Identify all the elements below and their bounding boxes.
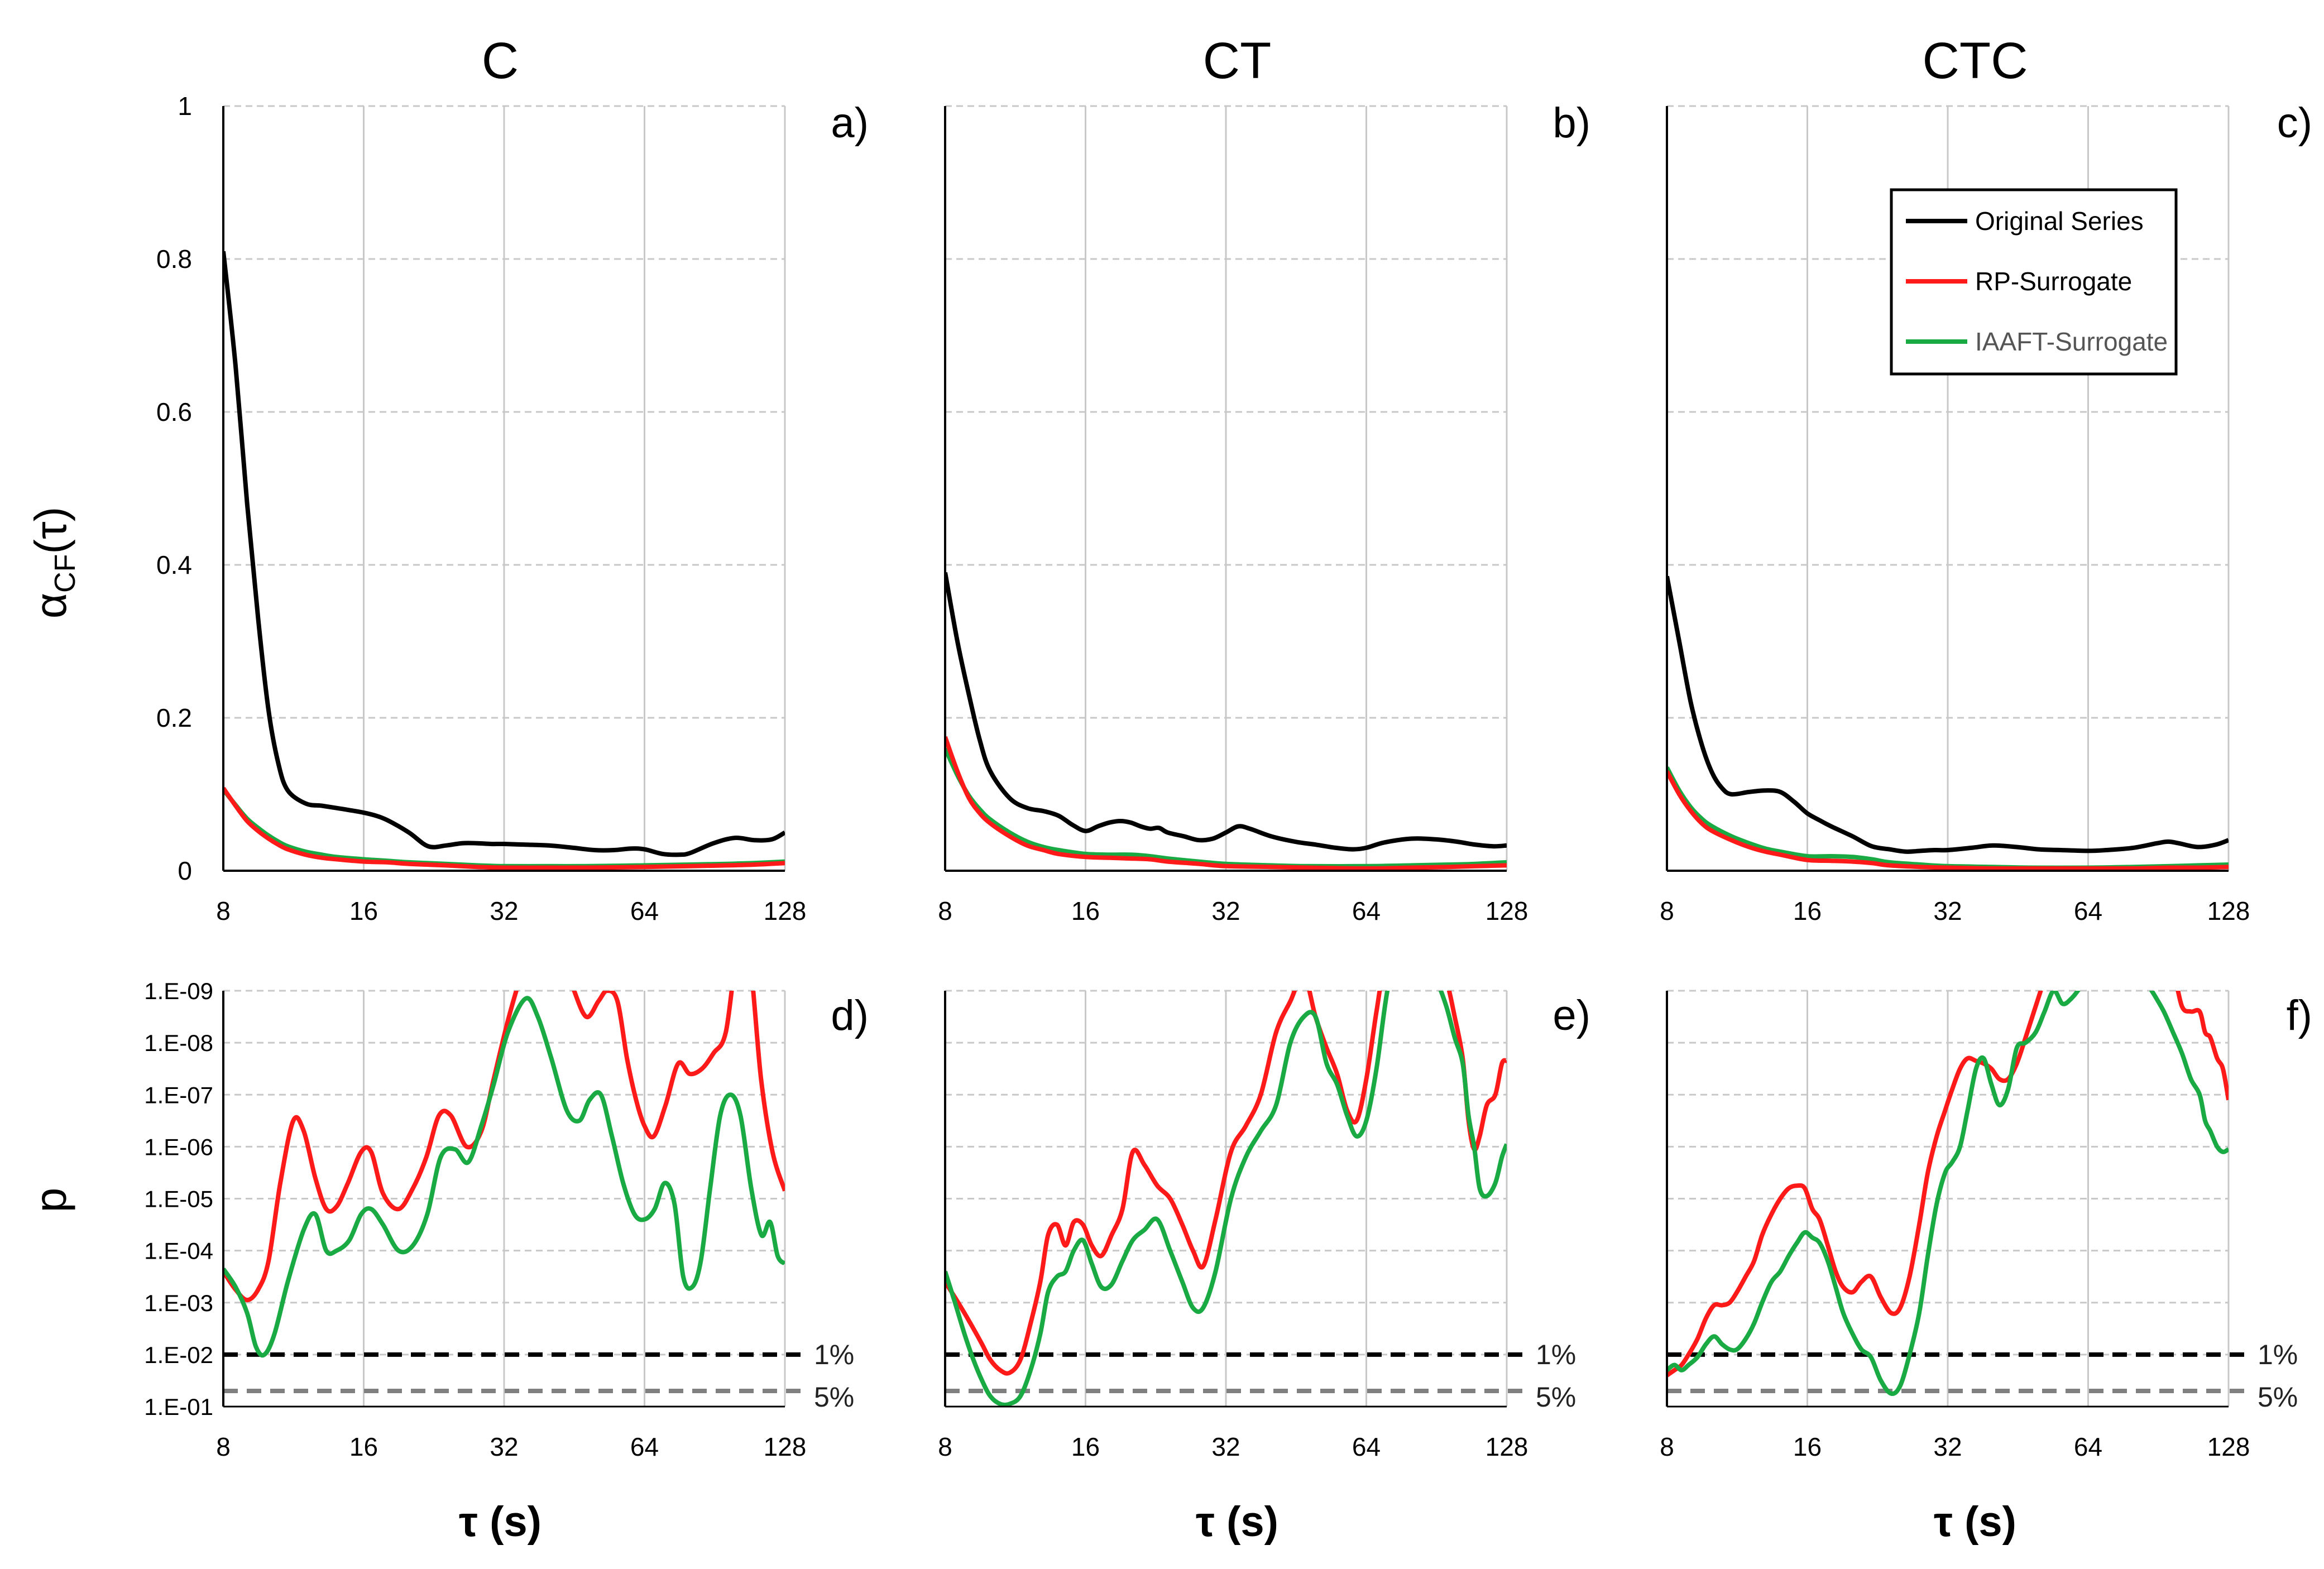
panel-label-f: f) [2287,992,2312,1039]
panel-f: 1% 5% 8 16 32 64 128 f) [1660,990,2312,1461]
legend-label-rp: RP-Surrogate [1975,267,2132,296]
x-tick-label: 128 [1486,1432,1528,1461]
x-tick-label: 16 [349,1432,378,1461]
y-tick-label: 0 [178,856,192,885]
x-title-ctc: τ (s) [1934,1498,2016,1546]
series-line-rp-surrogate [945,736,1507,871]
significance-label-1pct: 1% [2258,1339,2298,1370]
significance-label-1pct: 1% [814,1339,854,1370]
x-tick-label: 128 [2207,896,2250,925]
y-tick-label: 1 [178,92,192,121]
x-tick-label: 8 [938,896,952,925]
y-tick-label: 0.4 [156,550,192,579]
series-line-rp-surrogate [223,786,785,870]
x-tick-label: 64 [630,1432,659,1461]
y-tick-label: 1.E-07 [144,1082,213,1108]
legend-label-iaaft: IAAFT-Surrogate [1975,327,2168,356]
significance-label-5pct: 5% [2258,1381,2298,1413]
legend: Original Series RP-Surrogate IAAFT-Surro… [1890,188,2178,376]
panel-label-d: d) [831,992,869,1039]
x-tick-label: 8 [938,1432,952,1461]
panel-label-b: b) [1552,99,1590,147]
x-tick-label: 64 [630,896,659,925]
x-title-c: τ (s) [459,1498,542,1546]
series-line-rp-surrogate [1667,770,2229,871]
x-tick-label: 64 [2074,896,2102,925]
x-tick-label: 128 [2207,1432,2250,1461]
y-title-top-arg: (τ) [26,507,75,554]
series-line-original-series [1667,575,2229,854]
x-title-ct: τ (s) [1196,1498,1278,1546]
x-tick-label: 16 [1793,1432,1822,1461]
x-tick-label: 16 [349,896,378,925]
x-tick-label: 32 [490,896,518,925]
significance-label-1pct: 1% [1536,1339,1576,1370]
x-tick-label: 16 [1793,896,1822,925]
column-title-ct: CT [1203,32,1272,89]
y-tick-label: 1.E-08 [144,1030,213,1056]
x-tick-label: 128 [1486,896,1528,925]
x-tick-label: 64 [2074,1432,2102,1461]
x-tick-label: 8 [216,1432,231,1461]
panel-label-c: c) [2277,99,2312,147]
y-tick-label: 1.E-03 [144,1290,213,1316]
series-line-original-series [945,572,1507,852]
y-title-bottom: p [26,1188,75,1213]
legend-label-original: Original Series [1975,207,2144,236]
panel-label-e: e) [1552,992,1590,1039]
series-line-iaaft-surrogate [945,991,1507,1407]
y-tick-label: 0.6 [156,397,192,426]
column-title-ctc: CTC [1922,32,2028,89]
y-tick-label: 0.8 [156,244,192,274]
column-title-c: C [482,32,519,89]
series-line-rp-surrogate [223,991,785,1303]
series-line-iaaft-surrogate [1667,991,2229,1397]
x-tick-label: 32 [1211,896,1240,925]
x-tick-label: 32 [490,1432,518,1461]
y-tick-label: 1.E-05 [144,1186,213,1212]
y-tick-label: 1.E-09 [144,978,213,1004]
y-tick-label: 1.E-04 [144,1238,213,1264]
y-tick-label: 1.E-06 [144,1134,213,1160]
panel-a: 0 0.2 0.4 0.6 0.8 1 8 16 32 64 128 a) [156,92,869,925]
x-tick-label: 64 [1352,1432,1381,1461]
series-line-original-series [223,251,785,857]
series-line-rp-surrogate [945,991,1507,1376]
series-line-iaaft-surrogate [223,996,785,1358]
y-tick-label: 1.E-01 [144,1394,213,1420]
x-tick-label: 128 [764,896,807,925]
panel-e: 1% 5% 8 16 32 64 128 e) [938,990,1590,1461]
panel-d: 1% 5% 1.E-09 1.E-08 1.E-07 1.E-06 1.E-05 1.E-04… [144,978,869,1461]
y-tick-label: 0.2 [156,703,192,732]
series-line-iaaft-surrogate [945,747,1507,869]
significance-label-5pct: 5% [1536,1381,1576,1413]
panel-b: 8 16 32 64 128 b) [938,99,1590,925]
x-tick-label: 32 [1933,1432,1962,1461]
y-title-top-main: α [26,593,75,618]
x-tick-label: 32 [1211,1432,1240,1461]
x-tick-label: 8 [216,896,231,925]
x-tick-label: 16 [1071,1432,1100,1461]
x-tick-label: 128 [764,1432,807,1461]
panel-label-a: a) [831,99,869,147]
significance-label-5pct: 5% [814,1381,854,1413]
y-title-top: αCF(τ) [26,507,82,618]
x-tick-label: 32 [1933,896,1962,925]
series-line-rp-surrogate [1667,991,2229,1378]
y-title-top-sub: CF [49,554,82,593]
x-tick-label: 16 [1071,896,1100,925]
x-tick-label: 8 [1660,896,1674,925]
x-tick-label: 8 [1660,1432,1674,1461]
y-tick-label: 1.E-02 [144,1342,213,1368]
x-tick-label: 64 [1352,896,1381,925]
